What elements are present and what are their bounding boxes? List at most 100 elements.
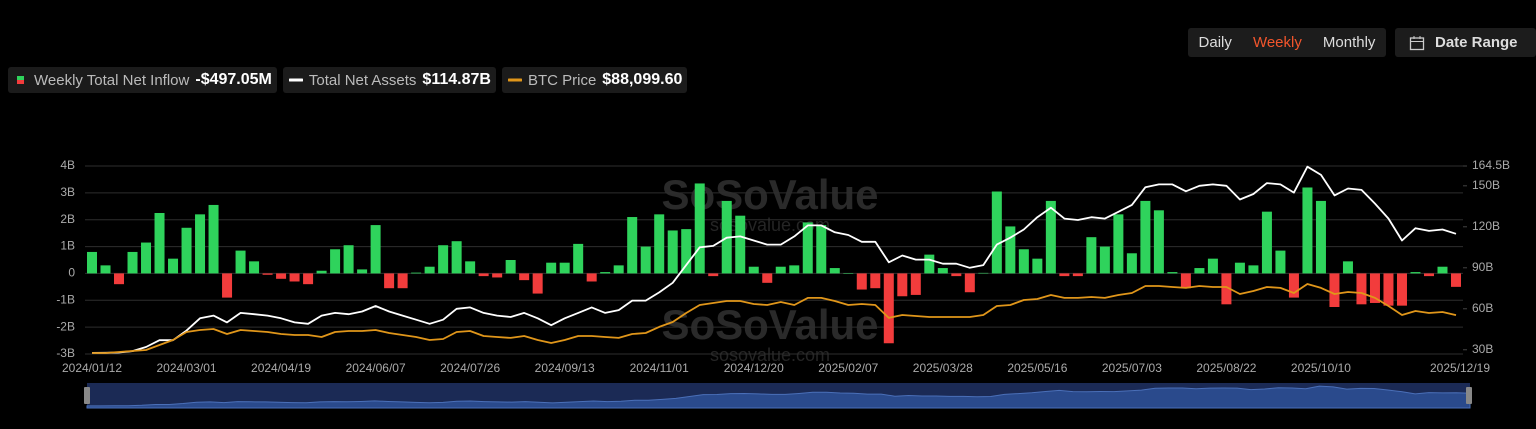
- bar: [843, 273, 854, 274]
- bar: [1302, 187, 1313, 274]
- x-tick-label: 2024/06/07: [346, 361, 406, 375]
- bar: [1005, 226, 1016, 274]
- date-range-button[interactable]: Date Range: [1395, 28, 1536, 57]
- bar: [613, 265, 624, 274]
- bar: [424, 266, 435, 274]
- legend-name: BTC Price: [527, 71, 597, 89]
- x-tick-label: 2025/02/07: [818, 361, 878, 375]
- navigator-handle[interactable]: [1466, 387, 1472, 404]
- legend-swatch: [17, 76, 24, 80]
- y-tick-label: -3B: [56, 346, 75, 360]
- y-tick-label: -1B: [56, 292, 75, 306]
- navigator-handle[interactable]: [84, 387, 90, 404]
- bar: [114, 273, 125, 285]
- bar: [870, 273, 881, 289]
- bar: [667, 230, 678, 274]
- bar: [654, 214, 665, 274]
- watermark: SoSoValue: [661, 171, 878, 218]
- bar: [937, 268, 948, 274]
- calendar-icon: [1409, 35, 1425, 50]
- y2-tick-label: 164.5B: [1472, 158, 1510, 172]
- bar: [559, 262, 570, 274]
- bar: [208, 204, 219, 274]
- bar: [330, 249, 341, 274]
- y-tick-label: 0: [68, 266, 75, 280]
- interval-button[interactable]: Monthly: [1322, 34, 1376, 51]
- legend-value: -$497.05M: [195, 71, 272, 88]
- bar: [519, 273, 530, 281]
- legend-item[interactable]: BTC Price $88,099.60: [501, 67, 688, 93]
- bar: [1261, 211, 1272, 274]
- legend-icon: [507, 78, 522, 82]
- interval-toggle: Daily Weekly Monthly: [1188, 28, 1386, 57]
- bar: [1221, 273, 1232, 305]
- legend-icon: [288, 78, 303, 82]
- bar: [222, 273, 233, 298]
- bar: [1275, 250, 1286, 274]
- bar: [816, 225, 827, 274]
- bar: [1086, 237, 1097, 274]
- x-tick-label: 2024/03/01: [157, 361, 217, 375]
- y2-tick-label: 60B: [1472, 301, 1493, 315]
- bar: [478, 273, 489, 277]
- bar: [276, 273, 287, 279]
- y2-tick-label: 90B: [1472, 260, 1493, 274]
- bar: [141, 242, 152, 274]
- legend-item[interactable]: Weekly Total Net Inflow -$497.05M: [8, 67, 277, 93]
- bar: [1099, 246, 1110, 274]
- bar: [681, 229, 692, 274]
- legend-name: Total Net Assets: [308, 71, 417, 89]
- x-tick-label: 2025/05/16: [1007, 361, 1067, 375]
- bar: [249, 261, 260, 274]
- bar: [492, 273, 503, 278]
- x-tick-label: 2024/11/01: [630, 361, 689, 375]
- x-tick-label: 2025/03/28: [913, 361, 973, 375]
- bar: [1451, 273, 1461, 287]
- watermark-url: sosovalue.com: [710, 345, 830, 365]
- watermark: SoSoValue: [661, 301, 878, 348]
- bar: [924, 254, 935, 274]
- bar: [127, 251, 138, 274]
- bar: [1288, 273, 1299, 298]
- bar: [546, 262, 557, 274]
- bar: [316, 270, 327, 274]
- y2-tick-label: 120B: [1472, 219, 1500, 233]
- y2-tick-label: 150B: [1472, 178, 1500, 192]
- bar: [1396, 273, 1407, 306]
- bar: [384, 273, 395, 289]
- bar: [735, 215, 746, 274]
- bar: [978, 272, 989, 274]
- bar: [235, 250, 246, 274]
- y-tick-label: 1B: [60, 239, 75, 253]
- legend: Weekly Total Net Inflow -$497.05M Total Ne…: [8, 67, 688, 93]
- bar: [505, 260, 516, 274]
- x-tick-label: 2025/07/03: [1102, 361, 1162, 375]
- bar: [532, 273, 543, 294]
- x-tick-label: 2025/08/22: [1196, 361, 1256, 375]
- legend-swatch: [17, 80, 24, 84]
- line-y2: [91, 165, 1457, 354]
- bar: [1167, 272, 1178, 274]
- bar: [1369, 273, 1380, 303]
- legend-item[interactable]: Total Net Assets $114.87B: [282, 67, 496, 93]
- y-tick-label: 4B: [60, 158, 75, 172]
- legend-value: $88,099.60: [602, 71, 683, 88]
- bar: [87, 251, 97, 274]
- bar: [1072, 273, 1083, 277]
- bar: [1207, 258, 1218, 274]
- bar: [154, 213, 165, 274]
- x-tick-label: 2024/09/13: [535, 361, 595, 375]
- interval-button[interactable]: Weekly: [1252, 34, 1302, 51]
- bar: [181, 227, 192, 274]
- y2-tick-label: 30B: [1472, 342, 1493, 356]
- bar: [1383, 273, 1394, 306]
- bar: [195, 214, 206, 274]
- bar: [910, 273, 921, 295]
- x-tick-label: 2025/10/10: [1291, 361, 1351, 375]
- interval-button[interactable]: Daily: [1198, 34, 1232, 51]
- bar: [370, 225, 381, 274]
- legend-value: $114.87B: [422, 71, 491, 88]
- bar: [1410, 272, 1421, 274]
- bar: [1045, 200, 1056, 274]
- bar: [168, 258, 179, 274]
